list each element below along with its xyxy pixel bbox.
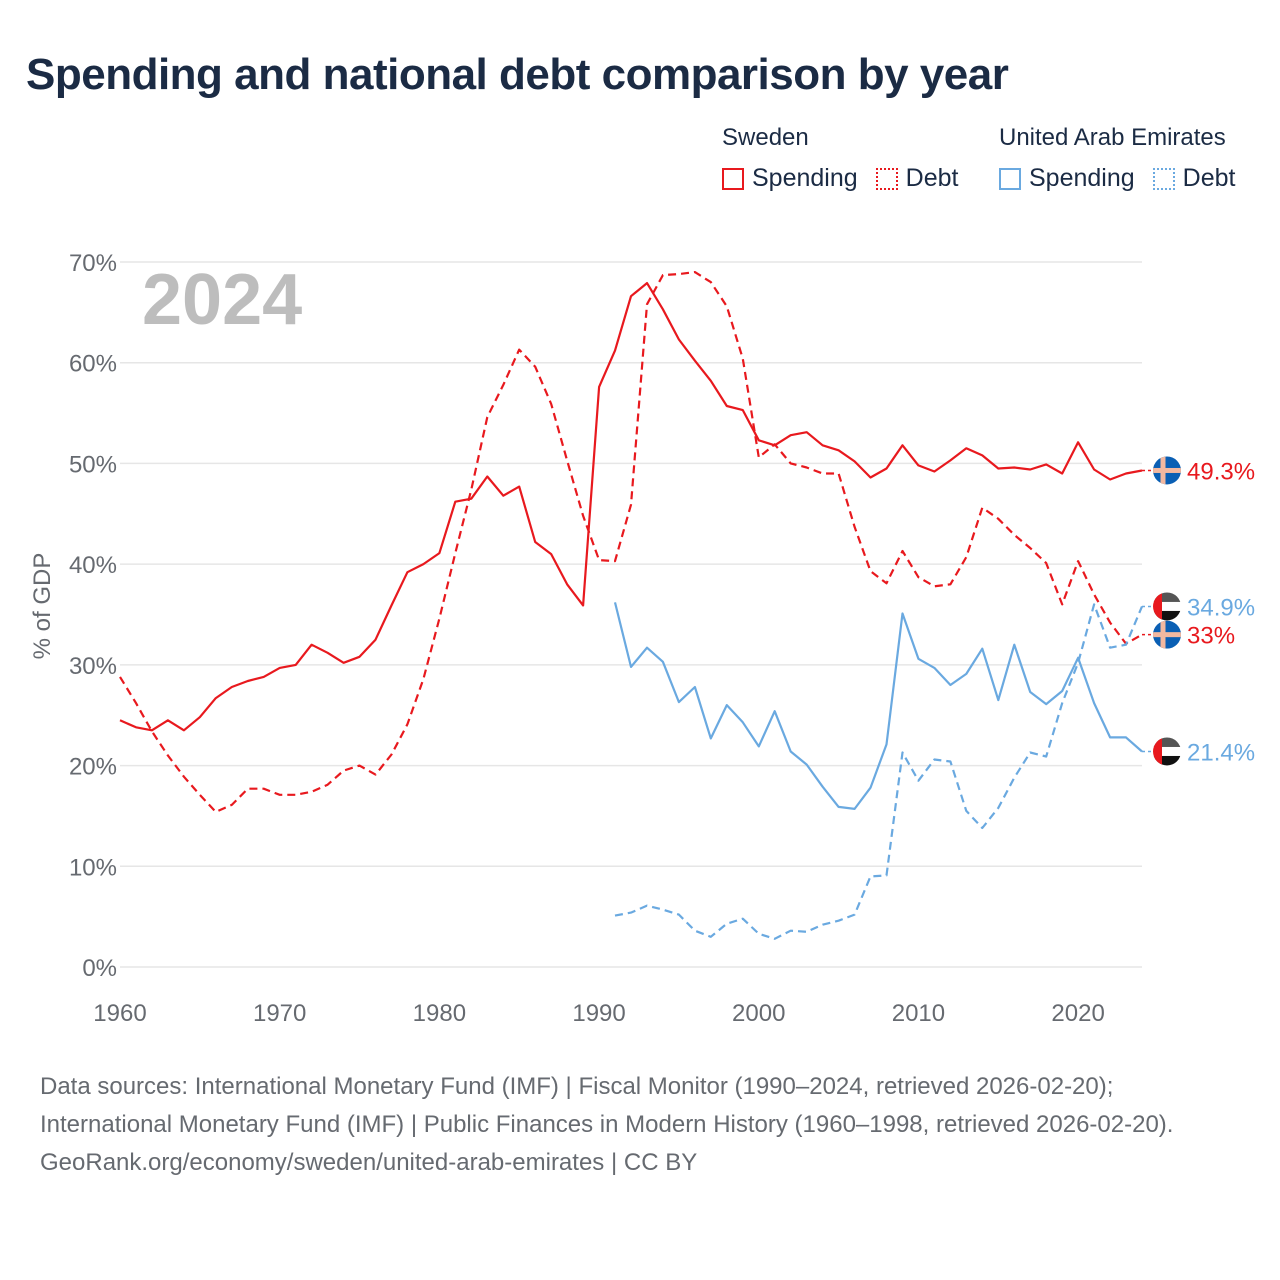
- grid: [120, 261, 1142, 968]
- sweden-flag-icon: [1153, 456, 1181, 485]
- legend-item-uae-spending[interactable]: Spending: [999, 164, 1135, 193]
- y-axis-ticks: 0% 10% 20% 30% 40% 50% 60% 70%: [69, 250, 117, 982]
- y-tick-label: 40%: [69, 552, 117, 579]
- legend-label: Spending: [752, 164, 858, 192]
- y-axis-label: % of GDP: [29, 553, 56, 660]
- x-tick-label: 1960: [93, 1000, 146, 1027]
- legend-label: Debt: [1182, 164, 1236, 192]
- legend-group-sweden: Sweden Spending Debt: [722, 124, 976, 193]
- series-line-sweden-spending[interactable]: [119, 282, 1143, 732]
- end-value-label: 34.9%: [1187, 594, 1255, 621]
- legend-label: Debt: [905, 164, 959, 192]
- y-tick-label: 10%: [69, 854, 117, 881]
- line-chart: 0% 10% 20% 30% 40% 50% 60% 70% 1960 1970 1980 1990…: [29, 250, 1255, 1027]
- sweden-flag-icon: [1153, 620, 1181, 649]
- legend-item-sweden-debt[interactable]: Debt: [875, 164, 959, 193]
- series: [119, 271, 1144, 940]
- data-sources: Data sources: International Monetary Fun…: [40, 1073, 1174, 1138]
- legend-group-name: Sweden: [722, 124, 809, 151]
- legend-item-sweden-spending[interactable]: Spending: [722, 164, 858, 193]
- credit-link[interactable]: GeoRank.org/economy/sweden/united-arab-e…: [40, 1149, 698, 1176]
- series-line-united-arab-emirates-debt[interactable]: [614, 603, 1144, 940]
- legend-label: Spending: [1029, 164, 1135, 192]
- page-title: Spending and national debt comparison by…: [26, 50, 1009, 99]
- x-tick-label: 1970: [253, 1000, 306, 1027]
- legend-swatch-dotted-icon: [875, 167, 898, 190]
- y-tick-label: 50%: [69, 451, 117, 478]
- x-tick-label: 2020: [1051, 1000, 1104, 1027]
- end-value-label: 33%: [1187, 623, 1235, 650]
- y-tick-label: 0%: [82, 955, 117, 982]
- y-tick-label: 20%: [69, 754, 117, 781]
- uae-flag-icon: [1153, 592, 1181, 621]
- x-axis-ticks: 1960 1970 1980 1990 2000 2010 2020: [93, 1000, 1105, 1027]
- legend-item-uae-debt[interactable]: Debt: [1152, 164, 1236, 193]
- end-value-label: 21.4%: [1187, 739, 1255, 766]
- x-tick-label: 2000: [732, 1000, 785, 1027]
- legend-swatch-solid-icon: [722, 167, 744, 190]
- x-tick-label: 1990: [572, 1000, 625, 1027]
- series-line-sweden-debt[interactable]: [119, 271, 1143, 814]
- x-tick-label: 1980: [413, 1000, 466, 1027]
- x-tick-label: 2010: [892, 1000, 945, 1027]
- y-tick-label: 70%: [69, 250, 117, 277]
- y-tick-label: 30%: [69, 653, 117, 680]
- uae-flag-icon: [1153, 737, 1181, 766]
- year-watermark: 2024: [142, 260, 302, 340]
- end-value-label: 49.3%: [1187, 458, 1255, 485]
- legend-group-name: United Arab Emirates: [999, 124, 1226, 151]
- series-line-united-arab-emirates-spending[interactable]: [613, 602, 1143, 811]
- end-labels: 49.3% 33% 21.4% 34.9%: [1142, 456, 1255, 766]
- footer: Data sources: International Monetary Fun…: [40, 1068, 1240, 1182]
- legend-group-uae: United Arab Emirates Spending Debt: [999, 124, 1235, 193]
- legend-swatch-solid-icon: [999, 167, 1021, 190]
- y-tick-label: 60%: [69, 351, 117, 378]
- legend-swatch-dotted-icon: [1152, 167, 1175, 190]
